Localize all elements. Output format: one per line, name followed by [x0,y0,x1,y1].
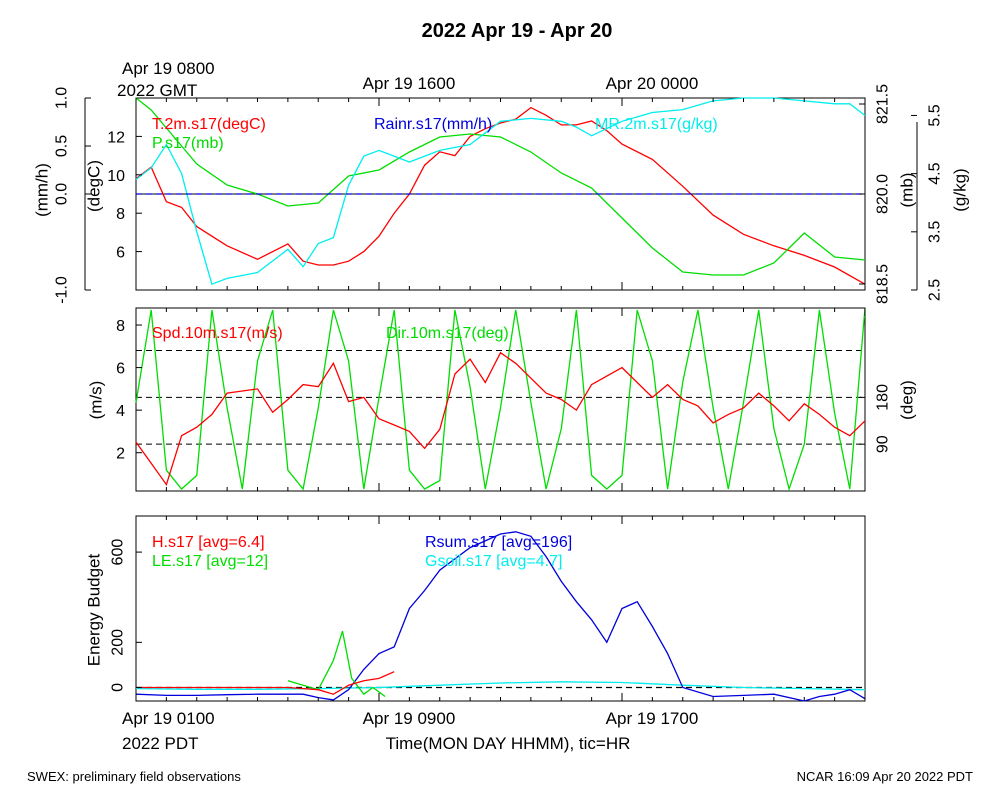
pressure-axis-tick-label: 818.5 [875,264,892,304]
energy-axis-tick-label: 200 [110,629,127,656]
energy-axis-label: Energy Budget [85,553,104,666]
gmt-tick-label-2: Apr 19 1600 [363,74,456,93]
reference-lines [136,193,865,689]
wind-speed-axis-tick-label: 8 [116,318,125,335]
temperature-series-line [135,106,866,285]
mixing-ratio-axis-tick-label: 4.5 [927,162,944,184]
rain-axis-tick-label: 0.0 [54,183,71,205]
energy-axis-tick-label: 0 [110,683,127,692]
local-tick-label-3: Apr 19 1700 [606,709,699,728]
wind-speed-axis-label: (m/s) [87,381,106,420]
energy-axis-tick-label: 600 [110,539,127,566]
wind-speed-legend: Spd.10m.s17(m/s) [152,325,283,342]
ground-heat-legend: Gsoil.s17 [avg=4.7] [425,553,562,570]
rain-axis-tick-label: 1.0 [54,87,71,109]
wind-speed-axis-tick-label: 4 [116,403,125,420]
latent-heat-series-line [287,630,386,698]
rain-rate-legend: Rainr.s17(mm/h) [374,116,492,133]
rain-axis-label: (mm/h) [33,163,52,217]
footer-left: SWEX: preliminary field observations [27,769,241,784]
temperature-axis-tick-label: 8 [116,206,125,223]
mixing-ratio-axis-tick-label: 2.5 [927,279,944,301]
wind-direction-legend: Dir.10m.s17(deg) [386,325,509,342]
local-tick-label-2: Apr 19 0900 [363,709,456,728]
pressure-axis-tick-label: 820.0 [875,174,892,214]
temperature-axis-tick-label: 6 [116,245,125,262]
wind-direction-axis-tick-label: 180 [875,384,892,411]
mixing-ratio-series-line [135,97,866,286]
mixing-ratio-axis-label: (g/kg) [951,168,970,211]
ground-heat-series-line [135,681,866,691]
temperature-axis-label: (degC) [85,160,104,212]
sensible-heat-series-line [136,671,395,695]
gmt-tick-label-3: Apr 20 0000 [606,74,699,93]
sensible-heat-legend: H.s17 [avg=6.4] [152,534,265,551]
temperature-legend: T.2m.s17(degC) [152,116,266,133]
wind-speed-axis-tick-label: 6 [116,361,125,378]
chart-title: 2022 Apr 19 - Apr 20 [422,20,613,42]
label-layer: -1.0 0.0 0.5 1.0 (mm/h) 6 8 10 12(degC) 818.5 820.… [33,84,970,692]
mixing-ratio-axis-tick-label: 3.5 [927,221,944,243]
net-radiation-series-line [135,531,866,702]
pressure-axis-label: (mb) [898,173,917,208]
wind-direction-axis-label: (deg) [898,380,917,420]
rain-axis-tick-label: -1.0 [54,276,71,304]
rain-axis-tick-label: 0.5 [54,135,71,157]
net-radiation-legend: Rsum.s17 [avg=196] [425,534,572,551]
series-layer [135,97,866,702]
temperature-axis-tick-label: 12 [107,129,125,146]
pressure-legend: P.s17(mb) [152,135,224,152]
mixing-ratio-axis-tick-label: 5.5 [927,104,944,126]
mixing-ratio-legend: MR.2m.s17(g/kg) [595,116,718,133]
wind-speed-series-line [135,351,866,487]
gmt-start-label: Apr 19 0800 [122,59,215,78]
footer-right: NCAR 16:09 Apr 20 2022 PDT [797,769,973,784]
gmt-year-label: 2022 GMT [117,81,197,100]
wind-direction-axis-tick-label: 90 [875,435,892,453]
pressure-axis-tick-label: 821.5 [875,84,892,124]
local-year-label: 2022 PDT [122,734,199,753]
pressure-series-line [135,97,866,276]
wind-speed-axis-tick-label: 2 [116,446,125,463]
wind-direction-series-line [135,307,866,492]
x-axis-label: Time(MON DAY HHMM), tic=HR [386,734,631,753]
temperature-axis-tick-label: 10 [107,168,125,185]
tick-layer [84,97,918,701]
local-tick-label-1: Apr 19 0100 [122,709,215,728]
latent-heat-legend: LE.s17 [avg=12] [152,553,268,570]
